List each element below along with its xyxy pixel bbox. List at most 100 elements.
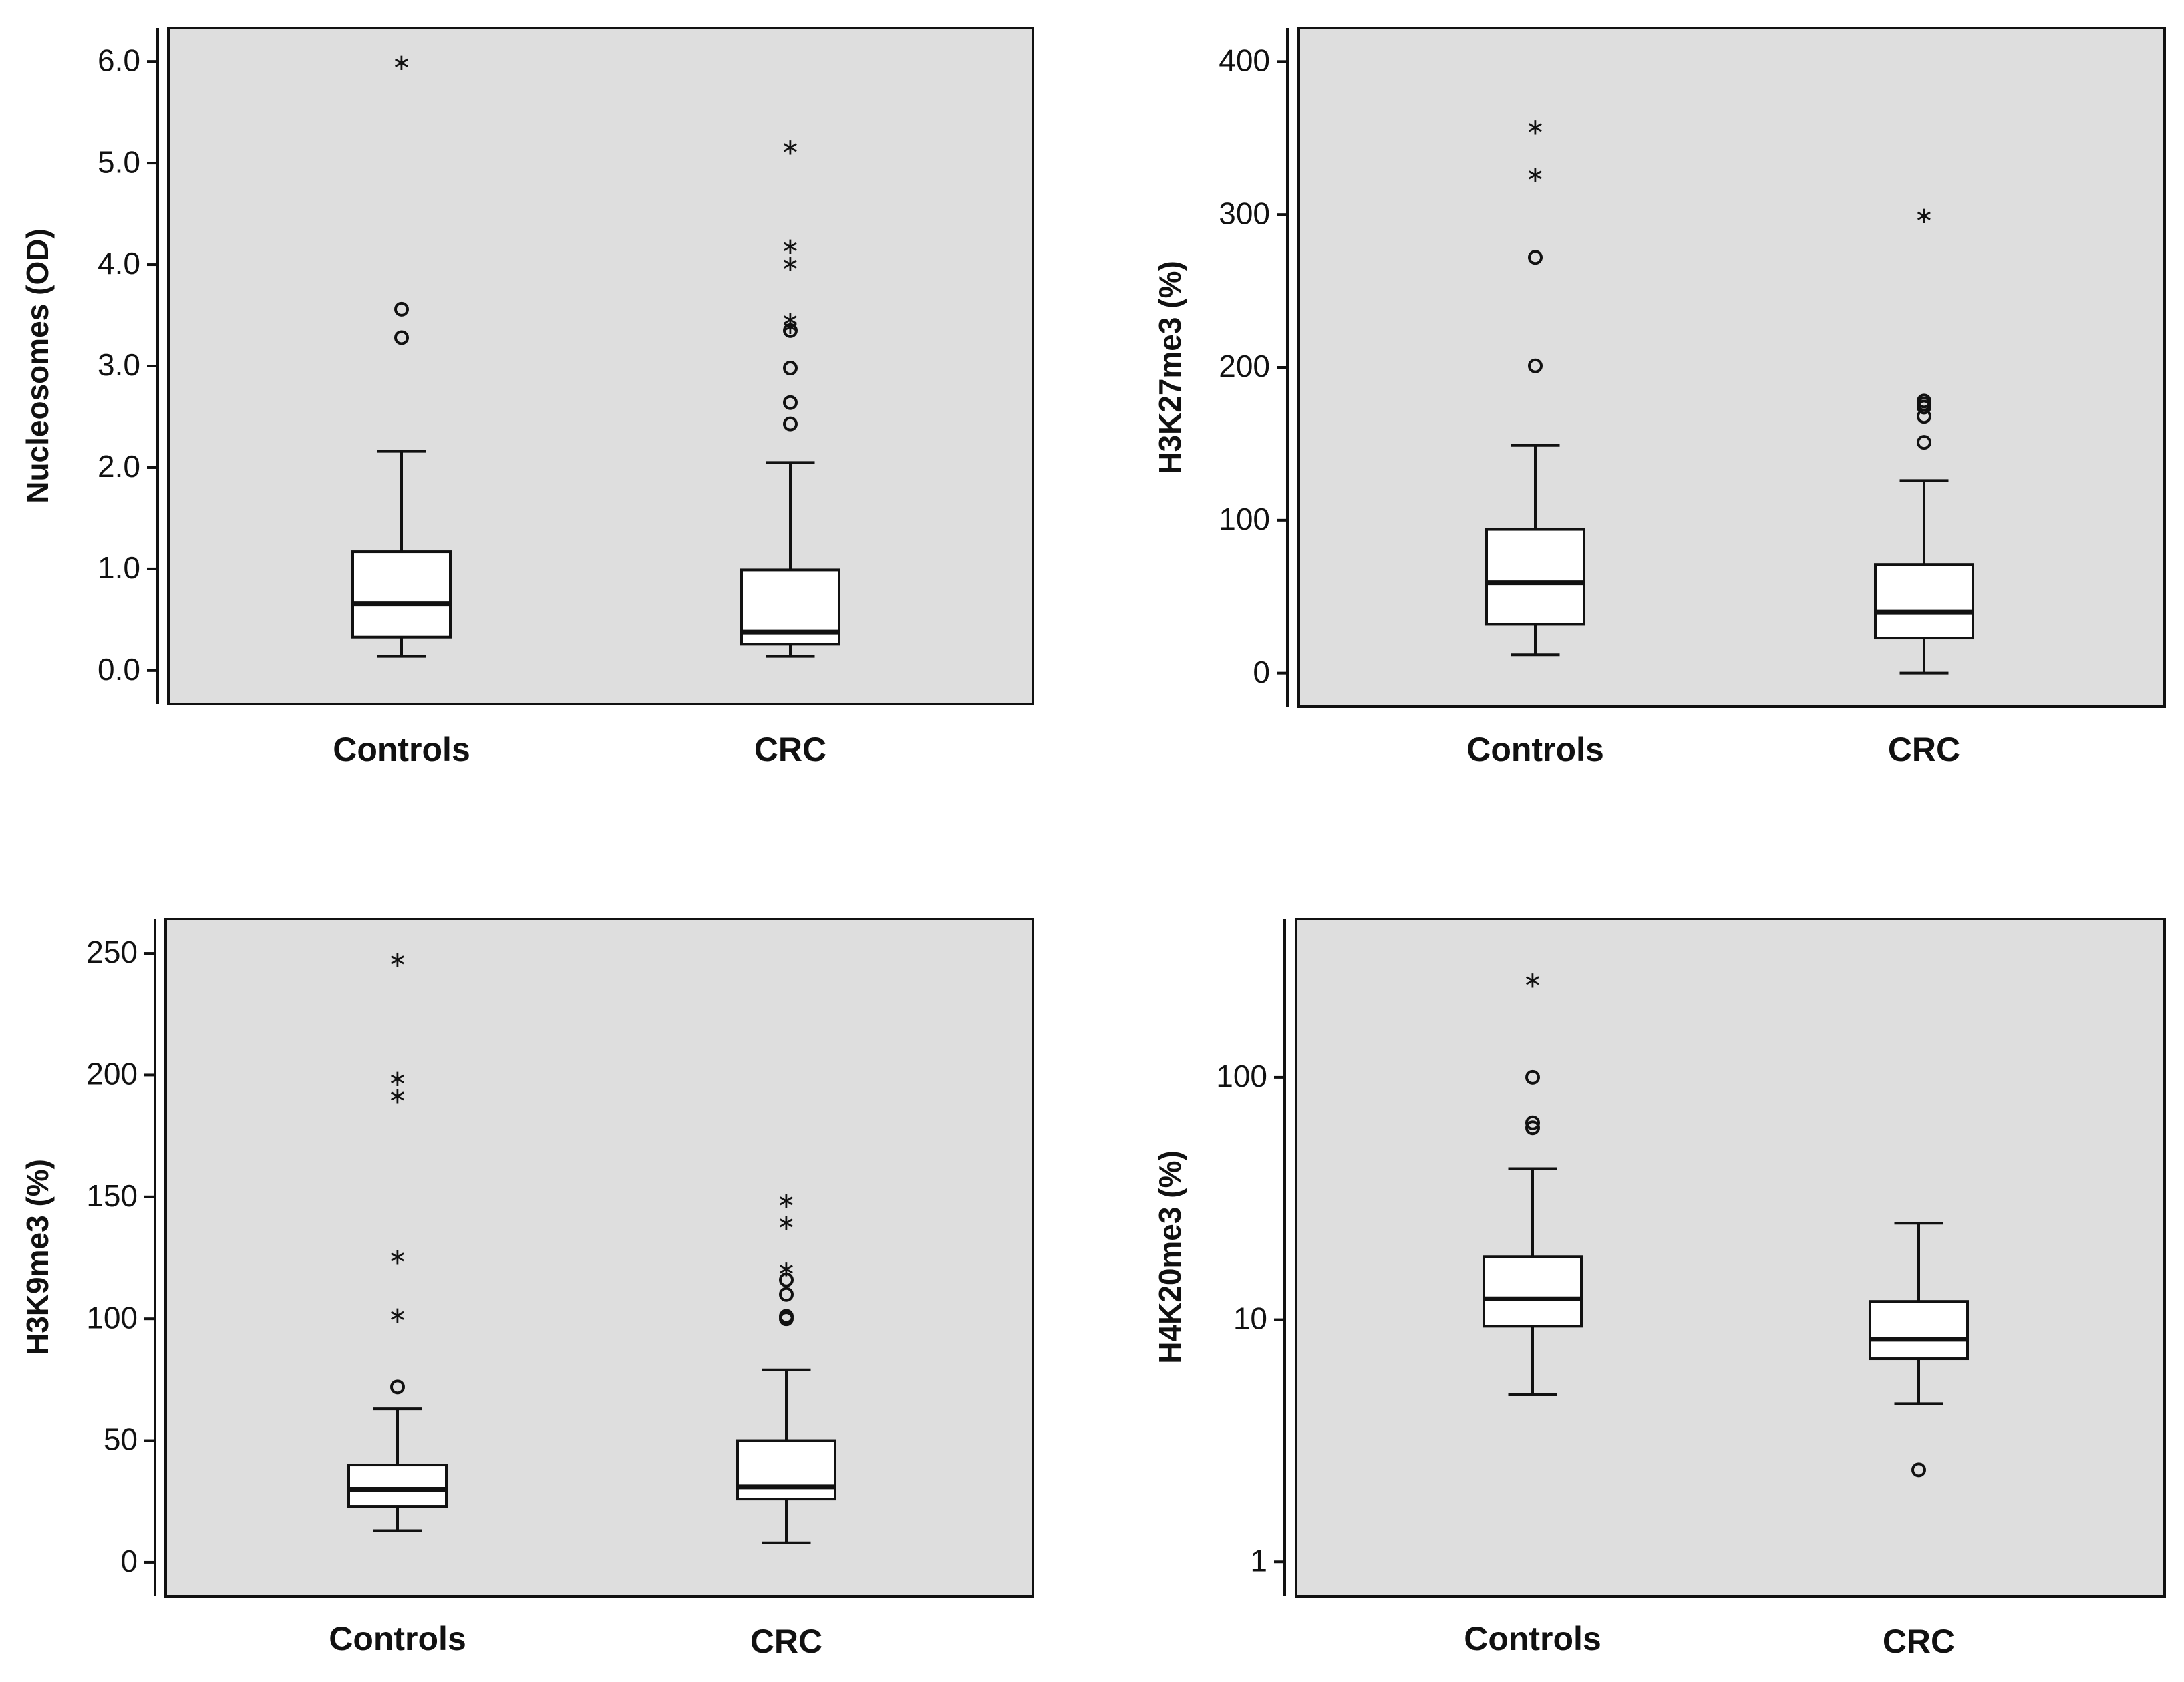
outlier-point <box>394 330 409 345</box>
panel-nucleosomes: 0.0 1.0 2.0 3.0 4.0 5.0 6.0 Nucleosomes … <box>20 27 1034 768</box>
y-axis-title: H3K27me3 (%) <box>1152 261 1187 474</box>
plot-area <box>164 918 1034 1598</box>
y-axis-title: Nucleosomes (OD) <box>20 228 55 504</box>
y-tick-label: 3.0 <box>98 347 140 382</box>
y-axis-title: H3K9me3 (%) <box>20 1159 55 1355</box>
plot-area <box>167 27 1034 705</box>
iqr-box <box>1869 1300 1969 1361</box>
boxplot-crc: ∗∗∗ <box>736 1187 836 1544</box>
y-tick-label: 2.0 <box>98 449 140 484</box>
category-label: CRC <box>1883 1623 1955 1660</box>
category-label: Controls <box>1464 1620 1601 1657</box>
y-tick-label: 4.0 <box>98 246 140 281</box>
y-tick-labels: 0 50 100 150 200 250 <box>86 935 138 1578</box>
y-ticks <box>144 952 155 1564</box>
y-tick-label: 1 <box>1250 1543 1267 1578</box>
boxplot-controls: ∗ <box>351 49 452 658</box>
y-tick-label: 150 <box>86 1178 138 1213</box>
y-tick-label: 5.0 <box>98 144 140 179</box>
outlier-point <box>394 301 409 317</box>
boxplots: ∗∗∗∗∗∗ <box>351 49 840 658</box>
iqr-box <box>736 1439 836 1501</box>
y-tick-label: 50 <box>104 1422 138 1457</box>
category-label: Controls <box>329 1620 466 1657</box>
outlier-point <box>1911 1462 1926 1478</box>
extreme-point: ∗ <box>1523 967 1543 993</box>
outlier-point <box>779 1287 794 1302</box>
extreme-point: ∗ <box>392 49 412 76</box>
iqr-box <box>1874 563 1974 640</box>
outlier-point <box>1917 393 1931 409</box>
category-label: CRC <box>1888 731 1960 768</box>
y-tick-label: 250 <box>86 935 138 969</box>
iqr-box <box>351 550 452 639</box>
boxplot-crc: ∗ <box>1874 202 1974 675</box>
y-tick-labels: 0 100 200 300 400 <box>1219 43 1270 689</box>
y-ticks <box>1277 60 1287 675</box>
outlier-point <box>783 323 798 338</box>
y-tick-label: 100 <box>1219 502 1270 536</box>
panel-h4k20me3: 1 10 100 H4K20me3 (%) ∗ Controls CRC <box>1152 918 2166 1660</box>
y-tick-label: 200 <box>1219 349 1270 383</box>
boxplots: ∗∗∗∗∗∗∗∗ <box>347 946 836 1544</box>
outlier-point <box>1525 1069 1540 1085</box>
extreme-point: ∗ <box>781 307 800 333</box>
boxplot-crc: ∗∗∗∗∗ <box>740 134 840 658</box>
plot-area <box>1297 27 2166 708</box>
boxplot-crc <box>1869 1222 1969 1478</box>
y-tick-label: 10 <box>1233 1301 1267 1336</box>
y-tick-label: 0.0 <box>98 652 140 687</box>
extreme-point: ∗ <box>388 1302 408 1329</box>
outlier-point <box>1917 435 1931 450</box>
extreme-point: ∗ <box>781 250 800 277</box>
extreme-point: ∗ <box>1915 202 1934 229</box>
y-tick-label: 6.0 <box>98 43 140 77</box>
outlier-point <box>1528 358 1543 373</box>
y-tick-label: 300 <box>1219 196 1270 230</box>
iqr-box <box>347 1464 448 1508</box>
y-tick-labels: 0.0 1.0 2.0 3.0 4.0 5.0 6.0 <box>98 43 140 687</box>
y-tick-label: 200 <box>86 1057 138 1091</box>
plot-area <box>1295 918 2166 1598</box>
extreme-point: ∗ <box>781 233 800 260</box>
extreme-point: ∗ <box>388 1065 408 1092</box>
boxplots: ∗ <box>1483 967 1969 1478</box>
panel-h3k9me3: 0 50 100 150 200 250 H3K9me3 (%) ∗∗∗∗∗∗∗… <box>20 918 1034 1660</box>
boxplot-controls: ∗∗∗∗∗ <box>347 946 448 1532</box>
outlier-point <box>783 395 798 410</box>
extreme-point: ∗ <box>1526 114 1545 140</box>
outlier-point <box>783 416 798 432</box>
y-tick-labels: 1 10 100 <box>1216 1059 1267 1578</box>
category-label: Controls <box>333 731 470 768</box>
y-ticks <box>147 60 158 672</box>
y-axis-title: H4K20me3 (%) <box>1152 1150 1187 1364</box>
extreme-point: ∗ <box>777 1187 796 1214</box>
outlier-point <box>783 361 798 376</box>
extreme-point: ∗ <box>1526 161 1545 188</box>
boxplot-controls: ∗ <box>1483 967 1583 1396</box>
extreme-point: ∗ <box>388 1243 408 1270</box>
y-tick-label: 400 <box>1219 43 1270 77</box>
category-label: Controls <box>1466 731 1604 768</box>
outlier-point <box>1528 250 1543 265</box>
outlier-point <box>779 1272 794 1287</box>
iqr-box <box>1483 1255 1583 1328</box>
outlier-point <box>1525 1120 1540 1136</box>
y-tick-label: 100 <box>86 1300 138 1335</box>
category-label: CRC <box>754 731 826 768</box>
iqr-box <box>1485 528 1585 626</box>
boxplot-controls: ∗∗ <box>1485 114 1585 657</box>
y-ticks <box>1274 1075 1285 1564</box>
extreme-point: ∗ <box>388 1083 408 1110</box>
extreme-point: ∗ <box>777 1209 796 1236</box>
panel-h3k27me3: 0 100 200 300 400 H3K27me3 (%) ∗∗∗ Contr… <box>1152 27 2166 768</box>
extreme-point: ∗ <box>388 946 408 973</box>
boxplots: ∗∗∗ <box>1485 114 1974 675</box>
extreme-point: ∗ <box>777 1256 796 1283</box>
y-tick-label: 0 <box>120 1544 138 1578</box>
y-tick-label: 0 <box>1253 655 1270 689</box>
category-label: CRC <box>750 1623 822 1660</box>
y-tick-label: 100 <box>1216 1059 1267 1094</box>
outlier-point <box>779 1309 794 1324</box>
